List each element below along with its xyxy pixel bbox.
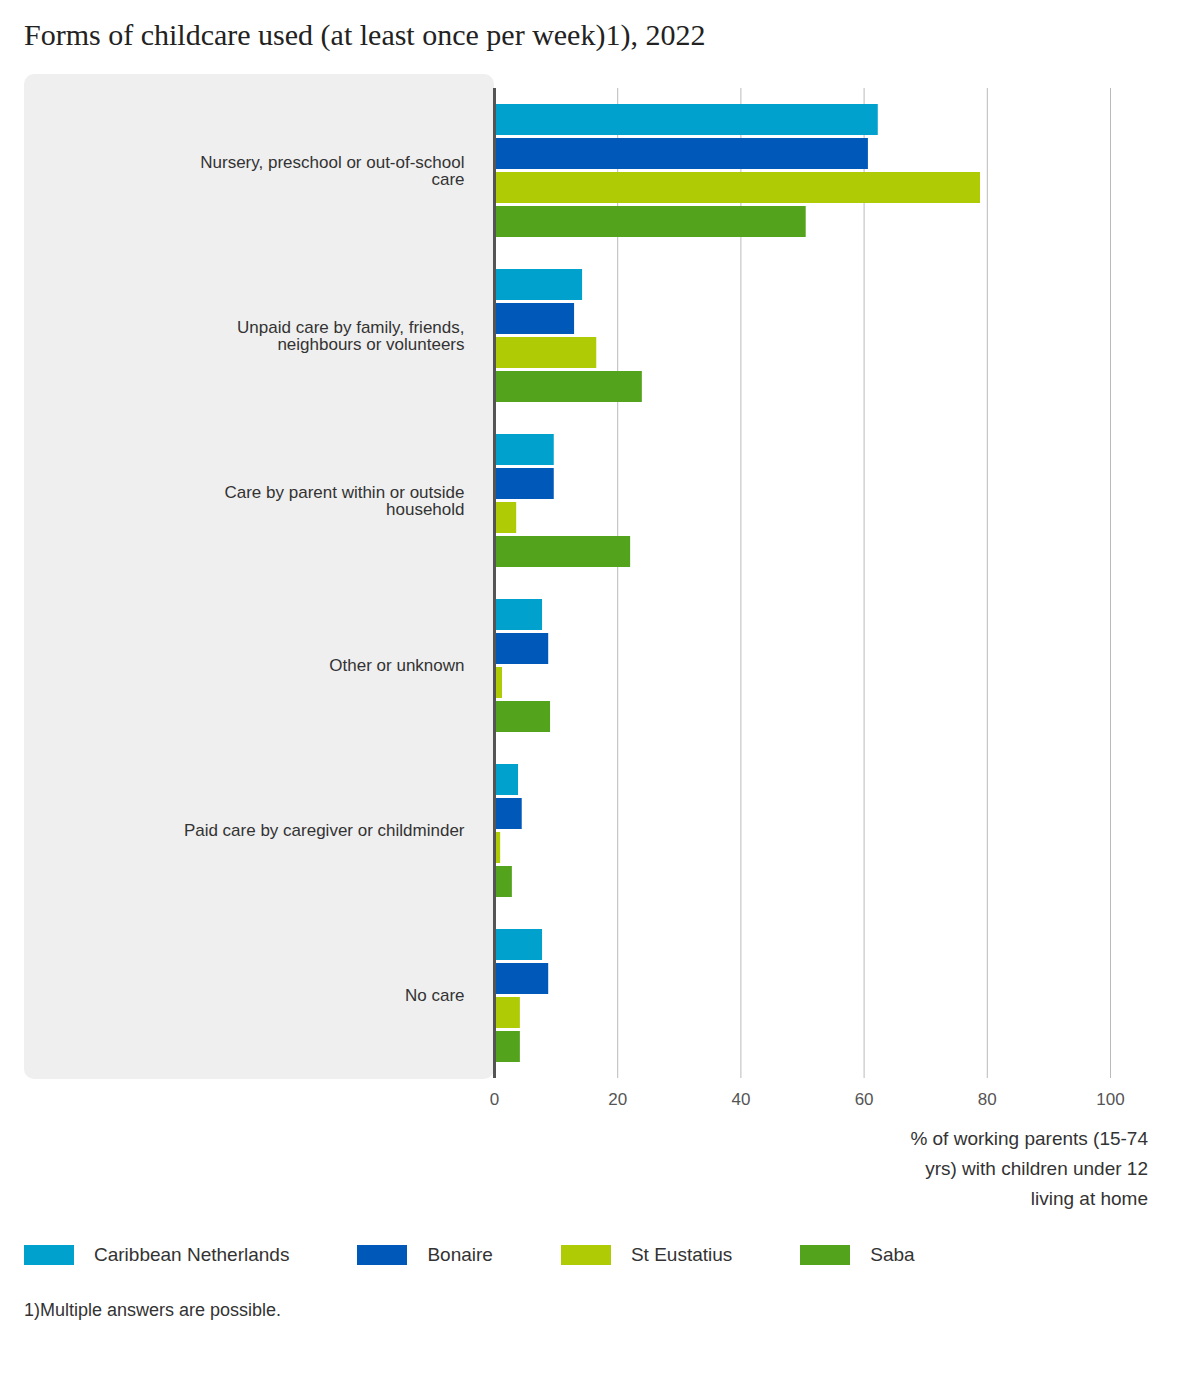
svg-text:Paid care by caregiver or chil: Paid care by caregiver or childminder — [184, 821, 465, 840]
html-text:Bonaire: Bonaire — [427, 1244, 493, 1265]
html-text:% of working parents (15-74 yr: % of working parents (15-74 yrs) with ch… — [910, 1128, 1148, 1209]
html-text:Saba: Saba — [870, 1244, 915, 1265]
svg-text:Nursery, preschool or out-of-s: Nursery, preschool or out-of-schoolcare — [200, 153, 464, 189]
svg-text:40: 40 — [731, 1090, 750, 1109]
html-text:1)Multiple answers are possibl: 1)Multiple answers are possible. — [24, 1300, 282, 1320]
svg-text:60: 60 — [855, 1090, 874, 1109]
svg-text:Other or unknown: Other or unknown — [329, 656, 464, 675]
html-text:Forms of childcare used (at le: Forms of childcare used (at least once p… — [24, 18, 706, 51]
html-text:St Eustatius: St Eustatius — [630, 1244, 733, 1265]
svg-text:Care by parent within or outsi: Care by parent within or outsidehousehol… — [224, 483, 464, 519]
svg-text:No care: No care — [405, 986, 465, 1005]
svg-text:20: 20 — [608, 1090, 627, 1109]
svg-text:100: 100 — [1096, 1090, 1124, 1109]
svg-text:80: 80 — [978, 1090, 997, 1109]
svg-text:Unpaid care by family, friends: Unpaid care by family, friends,neighbour… — [237, 318, 464, 354]
html-text:Caribbean Netherlands: Caribbean Netherlands — [94, 1244, 290, 1265]
svg-text:0: 0 — [490, 1090, 499, 1109]
